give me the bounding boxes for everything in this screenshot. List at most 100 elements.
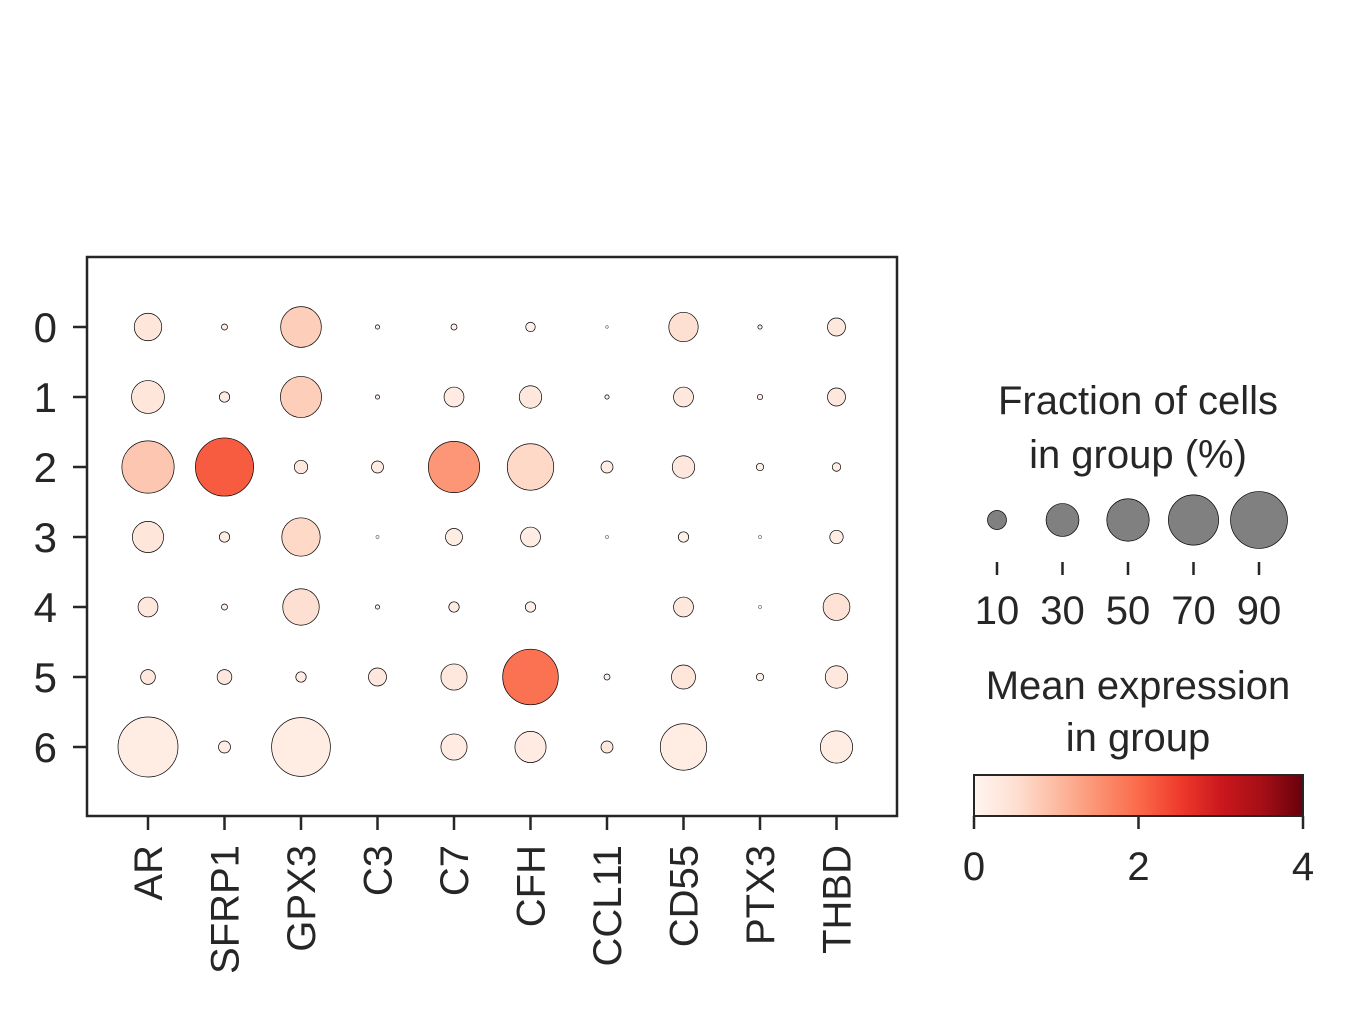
dot-THBD-group-3 bbox=[829, 529, 844, 545]
dot-CFH-group-0 bbox=[525, 321, 536, 333]
size-legend: Fraction of cells in group (%) 10 30 50 70 9… bbox=[975, 379, 1288, 633]
dot-CCL11-group-3 bbox=[605, 535, 609, 539]
dot-C3-group-2 bbox=[371, 460, 384, 474]
dot-CFH-group-1 bbox=[518, 385, 543, 409]
size-legend-dot bbox=[987, 510, 1007, 530]
size-legend-label: 50 bbox=[1106, 589, 1151, 633]
dot-C7-group-3 bbox=[445, 528, 463, 546]
dot-plot-area: 0 1 2 3 4 5 6 AR SFRP1 GPX3 C3 C7 CFH CCL11 CD55 PTX3 T… bbox=[34, 255, 899, 974]
dot-CFH-group-2 bbox=[506, 443, 555, 491]
dot-C3-group-0 bbox=[375, 324, 380, 330]
colorbar-tick-label: 2 bbox=[1127, 845, 1149, 889]
dot-CFH-group-4 bbox=[524, 601, 537, 613]
dot-AR-group-1 bbox=[131, 380, 165, 414]
x-tick-label: GPX3 bbox=[280, 845, 324, 952]
dot-AR-group-0 bbox=[133, 312, 163, 342]
size-legend-label: 30 bbox=[1040, 589, 1085, 633]
dot-CD55-group-5 bbox=[671, 664, 696, 690]
dot-CD55-group-4 bbox=[673, 596, 694, 618]
dot-CCL11-group-0 bbox=[605, 325, 609, 329]
color-legend: Mean expression in group 0 2 4 bbox=[963, 664, 1314, 889]
dot-SFRP1-group-6 bbox=[218, 740, 231, 754]
dot-GPX3-group-3 bbox=[281, 517, 321, 557]
y-tick-label: 5 bbox=[34, 654, 57, 701]
dot-AR-group-6 bbox=[117, 716, 179, 778]
x-axis: AR SFRP1 GPX3 C3 C7 CFH CCL11 CD55 PTX3 THBD bbox=[127, 816, 860, 974]
dot-C7-group-5 bbox=[440, 663, 468, 691]
size-legend-dot bbox=[1168, 494, 1219, 546]
x-tick-label: PTX3 bbox=[739, 845, 783, 945]
dot-PTX3-group-4 bbox=[758, 605, 762, 609]
dot-GPX3-group-4 bbox=[282, 588, 320, 626]
dot-PTX3-group-1 bbox=[756, 393, 764, 401]
dot-SFRP1-group-5 bbox=[216, 669, 233, 685]
x-tick-label: THBD bbox=[816, 845, 860, 954]
dot-AR-group-5 bbox=[140, 669, 156, 685]
x-tick-label: CD55 bbox=[663, 845, 707, 947]
dot-C7-group-2 bbox=[428, 441, 480, 493]
dot-C7-group-6 bbox=[440, 733, 468, 761]
dot-GPX3-group-1 bbox=[280, 376, 322, 418]
dot-SFRP1-group-4 bbox=[221, 603, 228, 611]
dot-SFRP1-group-3 bbox=[218, 531, 231, 543]
dot-CFH-group-5 bbox=[502, 648, 559, 706]
x-tick-label: C3 bbox=[357, 845, 401, 896]
x-tick-label: SFRP1 bbox=[204, 845, 248, 974]
dot-THBD-group-4 bbox=[822, 593, 851, 621]
dot-SFRP1-group-2 bbox=[195, 437, 254, 497]
dot-CFH-group-3 bbox=[520, 526, 541, 548]
x-tick-label: C7 bbox=[433, 845, 477, 896]
dot-CCL11-group-1 bbox=[604, 394, 610, 400]
dot-C3-group-1 bbox=[375, 394, 380, 400]
size-legend-label: 90 bbox=[1237, 589, 1282, 633]
dot-PTX3-group-0 bbox=[757, 324, 763, 330]
y-tick-label: 4 bbox=[34, 584, 57, 631]
dot-PTX3-group-5 bbox=[755, 672, 765, 682]
y-tick-label: 1 bbox=[34, 374, 57, 421]
dot-GPX3-group-5 bbox=[295, 671, 307, 683]
dot-CCL11-group-6 bbox=[600, 740, 614, 754]
dot-C7-group-0 bbox=[450, 323, 458, 331]
dot-AR-group-2 bbox=[121, 440, 175, 494]
dot-CD55-group-6 bbox=[659, 723, 708, 771]
dot-AR-group-4 bbox=[137, 596, 159, 618]
dot-C3-group-3 bbox=[375, 535, 380, 539]
dot-CFH-group-6 bbox=[514, 731, 547, 763]
dot-PTX3-group-2 bbox=[755, 462, 765, 472]
size-legend-dot bbox=[1230, 491, 1288, 549]
colorbar-tick-label: 4 bbox=[1292, 845, 1314, 889]
dot-THBD-group-2 bbox=[831, 462, 842, 472]
size-legend-label: 10 bbox=[975, 589, 1020, 633]
y-tick-label: 2 bbox=[34, 444, 57, 491]
dot-C7-group-1 bbox=[443, 386, 465, 408]
dot-GPX3-group-0 bbox=[280, 306, 322, 348]
dot-CD55-group-3 bbox=[677, 531, 690, 543]
y-axis: 0 1 2 3 4 5 6 bbox=[34, 304, 87, 771]
x-tick-label: CFH bbox=[510, 845, 554, 927]
dot-SFRP1-group-0 bbox=[221, 323, 228, 331]
dot-CD55-group-2 bbox=[671, 455, 696, 479]
x-tick-label: AR bbox=[127, 845, 171, 901]
dot-C3-group-4 bbox=[375, 604, 380, 610]
size-legend-label: 70 bbox=[1171, 589, 1216, 633]
colorbar-tick-label: 0 bbox=[963, 845, 985, 889]
dot-THBD-group-6 bbox=[819, 730, 854, 764]
size-legend-title-line1: Fraction of cells bbox=[998, 379, 1278, 423]
dot-C3-group-5 bbox=[368, 667, 387, 687]
dot-THBD-group-0 bbox=[827, 317, 846, 337]
size-legend-title-line2: in group (%) bbox=[1029, 433, 1247, 477]
dot-AR-group-3 bbox=[132, 521, 164, 553]
dot-CD55-group-0 bbox=[668, 311, 699, 343]
plot-frame bbox=[85, 255, 899, 818]
size-legend-dot bbox=[1045, 503, 1080, 537]
y-tick-label: 0 bbox=[34, 304, 57, 351]
dot-CD55-group-1 bbox=[673, 386, 694, 408]
dot-SFRP1-group-1 bbox=[218, 391, 231, 403]
dot-CCL11-group-5 bbox=[603, 673, 611, 681]
dot-PTX3-group-3 bbox=[758, 535, 762, 539]
dot-THBD-group-5 bbox=[824, 665, 849, 689]
color-legend-title-line2: in group bbox=[1066, 716, 1211, 760]
dot-C7-group-4 bbox=[448, 601, 460, 613]
color-legend-title-line1: Mean expression bbox=[986, 664, 1291, 708]
